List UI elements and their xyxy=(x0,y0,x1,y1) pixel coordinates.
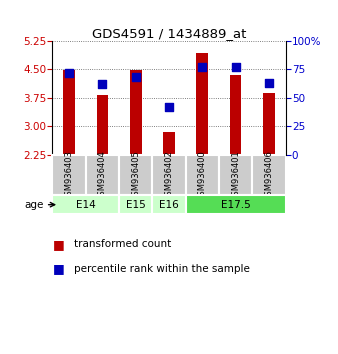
Text: GSM936404: GSM936404 xyxy=(98,150,107,201)
Text: GSM936401: GSM936401 xyxy=(231,150,240,201)
Bar xyxy=(52,155,86,195)
Text: E16: E16 xyxy=(159,200,179,210)
Bar xyxy=(186,155,219,195)
Bar xyxy=(186,195,286,214)
Text: GSM936400: GSM936400 xyxy=(198,150,207,201)
Text: age: age xyxy=(25,200,44,210)
Bar xyxy=(230,75,241,155)
Bar xyxy=(119,195,152,214)
Point xyxy=(266,80,272,86)
Bar xyxy=(163,132,175,155)
Bar xyxy=(86,155,119,195)
Bar xyxy=(196,53,208,155)
Bar xyxy=(219,155,252,195)
Bar xyxy=(152,195,186,214)
Bar xyxy=(63,70,75,155)
Bar xyxy=(152,155,186,195)
Text: ■: ■ xyxy=(52,263,64,275)
Point xyxy=(233,64,238,70)
Text: E17.5: E17.5 xyxy=(221,200,250,210)
Bar xyxy=(130,70,142,155)
Text: ■: ■ xyxy=(52,238,64,251)
Bar xyxy=(119,155,152,195)
Point xyxy=(166,104,172,110)
Text: GSM936406: GSM936406 xyxy=(264,150,273,201)
Text: GDS4591 / 1434889_at: GDS4591 / 1434889_at xyxy=(92,27,246,40)
Point xyxy=(133,74,138,80)
Point xyxy=(100,81,105,87)
Bar xyxy=(252,155,286,195)
Text: percentile rank within the sample: percentile rank within the sample xyxy=(74,264,250,274)
Text: E14: E14 xyxy=(76,200,96,210)
Point xyxy=(66,70,72,75)
Text: GSM936402: GSM936402 xyxy=(165,150,173,201)
Text: GSM936405: GSM936405 xyxy=(131,150,140,201)
Text: E15: E15 xyxy=(126,200,146,210)
Bar xyxy=(97,95,108,155)
Point xyxy=(200,64,205,70)
Bar xyxy=(52,195,119,214)
Bar xyxy=(263,93,275,155)
Text: transformed count: transformed count xyxy=(74,239,172,249)
Text: GSM936403: GSM936403 xyxy=(65,150,74,201)
